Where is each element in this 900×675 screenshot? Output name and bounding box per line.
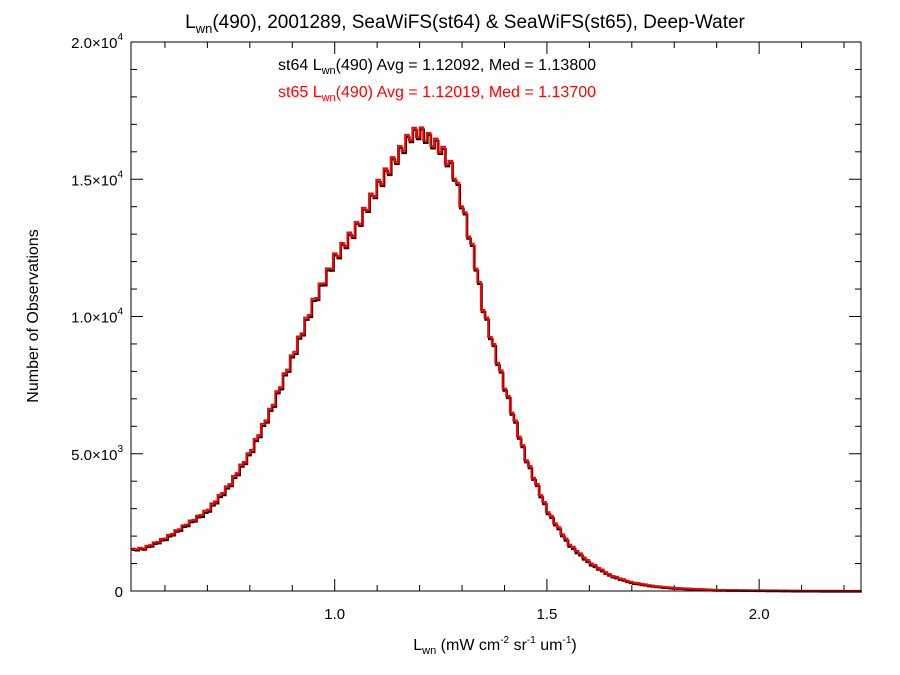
annotation-st65: st65 Lwn(490) Avg = 1.12019, Med = 1.137… xyxy=(278,84,596,104)
series-line-st64 xyxy=(131,128,862,593)
chart-title: Lwn(490), 2001289, SeaWiFS(st64) & SeaWi… xyxy=(185,12,745,36)
y-axis-label: Number of Observations xyxy=(25,229,42,402)
x-tick-label: 1.0 xyxy=(324,606,345,623)
series-group xyxy=(131,126,862,593)
plot-frame xyxy=(130,41,862,592)
x-tick-label: 1.5 xyxy=(537,606,558,623)
y-tick-label: 1.5×104 xyxy=(71,169,123,189)
annotation-st64: st64 Lwn(490) Avg = 1.12092, Med = 1.138… xyxy=(278,57,596,77)
x-tick-label: 2.0 xyxy=(749,606,770,623)
x-axis-label: Lwn (mW cm-2 sr-1 um-1) xyxy=(413,635,576,657)
y-tick-label: 2.0×104 xyxy=(71,32,123,52)
y-tick-label: 1.0×104 xyxy=(71,307,123,327)
y-tick-label: 5.0×103 xyxy=(71,444,123,464)
axis-ticks: 0 5.0×103 1.0×104 1.5×104 2.0×104 1.0 1.5 2.0 xyxy=(71,32,861,623)
series-line-st65 xyxy=(131,126,861,592)
y-tick-label: 0 xyxy=(115,584,123,601)
